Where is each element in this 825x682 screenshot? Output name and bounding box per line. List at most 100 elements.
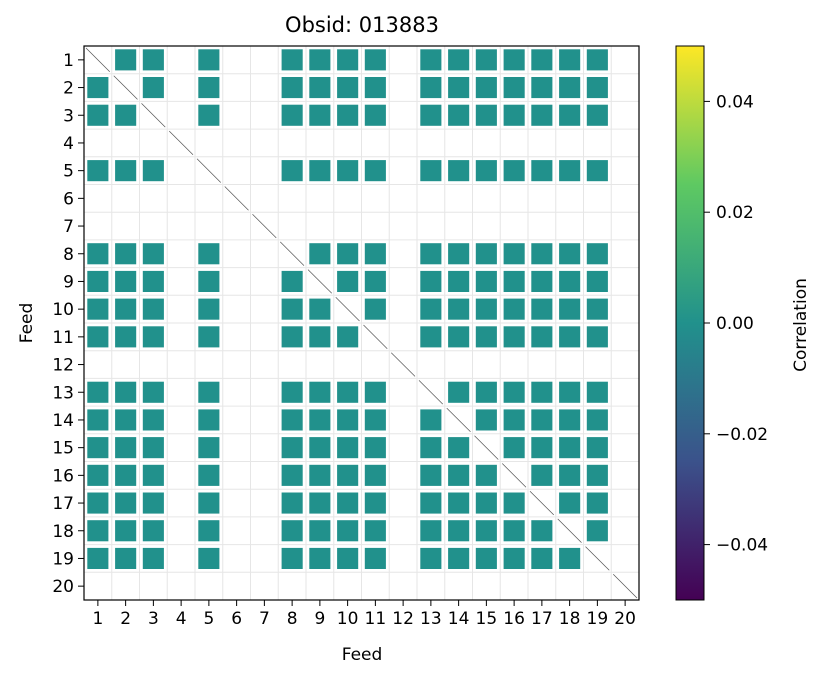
heatmap-cell bbox=[281, 464, 303, 486]
heatmap-cell bbox=[198, 77, 220, 99]
heatmap-cell bbox=[364, 77, 386, 99]
heatmap-cell bbox=[87, 326, 109, 348]
heatmap-cell bbox=[87, 77, 109, 99]
heatmap-cell bbox=[475, 547, 497, 569]
x-axis-ticks: 1 2 3 4 5 6 7 8 9 10 11 12 13 14 15 16 17 18 19 20 bbox=[92, 600, 636, 629]
diagonal-cell-mark bbox=[585, 546, 610, 571]
heatmap-cell bbox=[475, 381, 497, 403]
heatmap-cell bbox=[337, 270, 359, 292]
x-tick-label: 8 bbox=[287, 609, 298, 629]
heatmap-cell bbox=[337, 492, 359, 514]
diagonal-cell-mark bbox=[335, 297, 360, 322]
heatmap-cell bbox=[475, 298, 497, 320]
diagonal-cell-mark bbox=[529, 490, 554, 516]
heatmap-cell bbox=[281, 520, 303, 542]
heatmap-cell bbox=[559, 270, 581, 292]
heatmap-cell bbox=[364, 520, 386, 542]
heatmap-cell bbox=[309, 160, 331, 182]
heatmap-cell bbox=[559, 104, 581, 126]
heatmap-cell bbox=[559, 409, 581, 431]
x-tick-label: 1 bbox=[92, 609, 103, 629]
heatmap-cell bbox=[337, 104, 359, 126]
heatmap-cell bbox=[87, 520, 109, 542]
heatmap-cell bbox=[364, 409, 386, 431]
grid-lines bbox=[84, 46, 639, 600]
heatmap-cell bbox=[448, 49, 470, 71]
x-tick-label: 17 bbox=[531, 609, 553, 629]
heatmap-cell bbox=[420, 409, 442, 431]
heatmap-cell bbox=[142, 520, 164, 542]
heatmap-cell bbox=[198, 520, 220, 542]
heatmap-cell bbox=[364, 381, 386, 403]
heatmap-cell bbox=[281, 326, 303, 348]
y-tick-label: 2 bbox=[63, 79, 74, 99]
heatmap-cell bbox=[531, 270, 553, 292]
heatmap-cell bbox=[142, 49, 164, 71]
heatmap-cell bbox=[142, 381, 164, 403]
heatmap-cell bbox=[531, 381, 553, 403]
heatmap-cell bbox=[337, 409, 359, 431]
heatmap-cell bbox=[115, 243, 137, 265]
heatmap-cell bbox=[420, 492, 442, 514]
diagonal-cell-mark bbox=[113, 75, 138, 100]
heatmap-cell bbox=[448, 243, 470, 265]
diagonal-cell-mark bbox=[446, 407, 471, 433]
y-tick-label: 15 bbox=[52, 439, 74, 459]
heatmap-cell bbox=[281, 437, 303, 459]
heatmap-cell bbox=[420, 49, 442, 71]
heatmap-cell bbox=[142, 243, 164, 265]
heatmap-cell bbox=[586, 104, 608, 126]
diagonal-cell-mark bbox=[391, 352, 416, 377]
heatmap-cell bbox=[586, 381, 608, 403]
heatmap-cell bbox=[87, 298, 109, 320]
heatmap-cell bbox=[115, 104, 137, 126]
heatmap-cell bbox=[503, 547, 525, 569]
diagonal-cell-mark bbox=[363, 324, 388, 349]
x-tick-label: 12 bbox=[392, 609, 414, 629]
heatmap-cell bbox=[448, 437, 470, 459]
heatmap-cell bbox=[586, 464, 608, 486]
heatmap-cell bbox=[281, 77, 303, 99]
x-tick-label: 3 bbox=[148, 609, 159, 629]
heatmap-cell bbox=[586, 326, 608, 348]
heatmap-cell bbox=[115, 326, 137, 348]
heatmap-cell bbox=[87, 381, 109, 403]
heatmap-cell bbox=[198, 547, 220, 569]
heatmap-cell bbox=[281, 49, 303, 71]
heatmap-cell bbox=[559, 437, 581, 459]
heatmap-cell bbox=[115, 298, 137, 320]
x-tick-label: 13 bbox=[420, 609, 442, 629]
heatmap-cell bbox=[198, 298, 220, 320]
x-tick-label: 9 bbox=[314, 609, 325, 629]
heatmap-cell bbox=[142, 464, 164, 486]
heatmap-cell bbox=[309, 492, 331, 514]
x-tick-label: 5 bbox=[203, 609, 214, 629]
heatmap-cell bbox=[559, 77, 581, 99]
heatmap-cell bbox=[87, 437, 109, 459]
diagonal-cell-mark bbox=[474, 435, 499, 460]
diagonal-cell-mark bbox=[169, 130, 194, 156]
heatmap-cell bbox=[531, 104, 553, 126]
heatmap-cell bbox=[142, 326, 164, 348]
heatmap-cell bbox=[142, 437, 164, 459]
heatmap-cell bbox=[475, 104, 497, 126]
y-tick-label: 1 bbox=[63, 51, 74, 71]
heatmap-cell bbox=[281, 492, 303, 514]
colorbar bbox=[675, 45, 705, 601]
heatmap-cell bbox=[475, 160, 497, 182]
heatmap-cell bbox=[309, 547, 331, 569]
y-tick-label: 17 bbox=[52, 494, 74, 514]
heatmap-cell bbox=[531, 437, 553, 459]
heatmap-cell bbox=[586, 437, 608, 459]
heatmap-cell bbox=[503, 381, 525, 403]
heatmap-cell bbox=[531, 520, 553, 542]
heatmap-cell bbox=[475, 326, 497, 348]
heatmap-cell bbox=[420, 243, 442, 265]
heatmap-cell bbox=[87, 409, 109, 431]
heatmap-cell bbox=[337, 77, 359, 99]
heatmap-cell bbox=[364, 547, 386, 569]
heatmap-cell bbox=[281, 547, 303, 569]
heatmap-cell bbox=[142, 298, 164, 320]
